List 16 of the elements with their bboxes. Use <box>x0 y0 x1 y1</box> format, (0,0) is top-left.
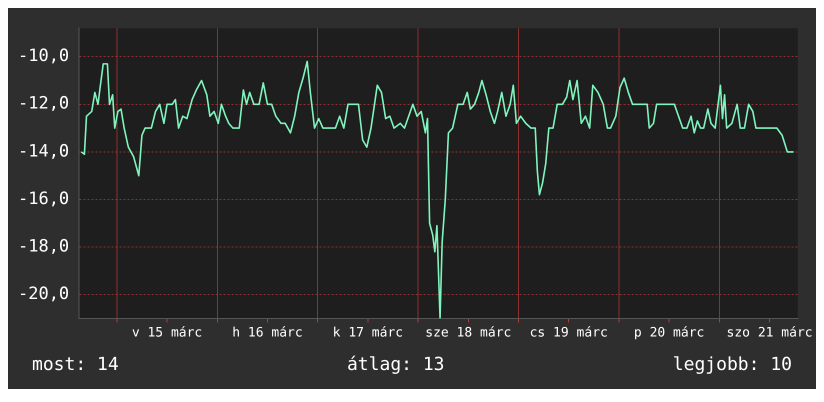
y-tick-label: -20,0 <box>18 284 70 304</box>
text: átlag: 13 <box>346 354 445 375</box>
x-tick-label: sze 18 márc <box>425 326 512 341</box>
y-tick-label: -16,0 <box>18 188 70 209</box>
x-tick-label: szo 21 márc <box>726 326 813 341</box>
text: legjobb: 10 <box>672 354 792 375</box>
y-tick-label: -18,0 <box>18 236 70 256</box>
text: most: 14 <box>32 354 119 375</box>
x-tick-label: p 20 márc <box>634 326 704 341</box>
x-tick-label: k 17 márc <box>332 326 404 341</box>
y-tick-label: -14,0 <box>18 141 70 162</box>
y-tick-label: -12,0 <box>18 94 70 114</box>
x-tick-label: cs 19 márc <box>530 326 608 341</box>
x-tick-label: v 15 márc <box>132 326 202 341</box>
x-tick-label: h 16 márc <box>232 326 303 341</box>
y-tick-label: -10,0 <box>18 46 70 66</box>
